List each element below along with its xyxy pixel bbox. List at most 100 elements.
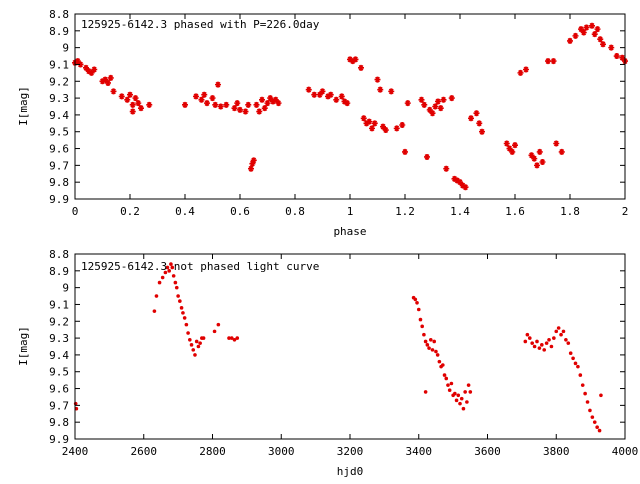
- data-point: [135, 100, 142, 107]
- data-point: [118, 93, 125, 100]
- plot-frame: [74, 253, 626, 440]
- data-point: [127, 91, 133, 98]
- data-point: [204, 100, 210, 107]
- data-point: [418, 96, 425, 103]
- data-point: [573, 361, 578, 366]
- data-point: [393, 125, 400, 132]
- data-point: [363, 120, 370, 127]
- data-point: [427, 346, 431, 350]
- y-tick-label: 9.7: [49, 399, 69, 412]
- data-point: [163, 270, 168, 275]
- data-point: [599, 393, 603, 398]
- data-point: [416, 307, 421, 312]
- x-tick-label: 4000: [612, 445, 639, 458]
- data-point: [275, 100, 282, 107]
- data-point: [264, 100, 271, 107]
- data-point: [462, 184, 469, 191]
- data-point: [425, 343, 430, 347]
- data-point: [443, 165, 450, 172]
- data-point: [429, 110, 436, 117]
- data-point: [341, 98, 348, 105]
- data-point: [531, 155, 538, 162]
- data-point: [167, 269, 171, 273]
- data-point: [88, 69, 95, 76]
- data-point: [325, 93, 331, 100]
- data-point: [256, 108, 263, 115]
- y-tick-label: 9.5: [49, 126, 69, 139]
- data-point: [432, 339, 437, 344]
- x-tick-label: 1.2: [395, 205, 415, 218]
- data-point: [132, 95, 139, 102]
- phased-data-points: [72, 22, 628, 191]
- x-tick-label: 0.4: [175, 205, 195, 218]
- y-tick-label: 8.9: [49, 25, 69, 38]
- chart-title: 125925-6142.3 phased with P=226.0day: [81, 18, 320, 31]
- data-point: [476, 120, 483, 127]
- data-point: [447, 388, 452, 393]
- data-point: [377, 86, 384, 93]
- data-point: [458, 401, 462, 406]
- data-point: [448, 95, 455, 102]
- x-tick-label: 2800: [199, 445, 226, 458]
- data-point: [461, 406, 466, 411]
- data-point: [189, 343, 194, 347]
- data-point: [454, 177, 461, 184]
- data-point: [250, 157, 257, 164]
- data-point: [179, 306, 184, 310]
- x-tick-label: 3400: [406, 445, 433, 458]
- data-point: [449, 381, 454, 386]
- data-point: [201, 336, 206, 340]
- y-tick-label: 9: [62, 42, 69, 55]
- data-point: [223, 101, 230, 108]
- data-point: [479, 128, 485, 135]
- data-point: [184, 322, 189, 327]
- data-point: [512, 142, 518, 149]
- data-point: [178, 299, 182, 303]
- data-point: [194, 339, 199, 344]
- data-point: [229, 336, 234, 340]
- data-point: [129, 108, 136, 115]
- data-point: [146, 101, 153, 108]
- data-point: [552, 336, 556, 340]
- data-point: [333, 96, 340, 103]
- data-point: [245, 101, 252, 108]
- data-point: [235, 336, 240, 340]
- data-point: [465, 400, 469, 404]
- data-point: [173, 280, 178, 285]
- data-point: [540, 343, 544, 347]
- data-point: [595, 425, 599, 430]
- data-point: [568, 351, 573, 356]
- data-point: [110, 88, 117, 95]
- data-point: [530, 341, 534, 345]
- data-point: [509, 148, 516, 155]
- data-point: [585, 400, 590, 404]
- data-point: [468, 115, 474, 122]
- data-point: [554, 329, 559, 334]
- data-point: [566, 341, 571, 345]
- y-tick-label: 9.1: [49, 298, 69, 311]
- data-point: [165, 265, 170, 270]
- data-point: [154, 294, 159, 298]
- data-point: [169, 262, 173, 266]
- data-point: [426, 106, 433, 113]
- data-point: [415, 300, 419, 305]
- data-point: [594, 26, 601, 33]
- y-tick-label: 9.6: [49, 383, 69, 396]
- data-point: [463, 390, 467, 394]
- data-point: [451, 175, 458, 182]
- data-point: [270, 98, 276, 105]
- data-point: [446, 383, 450, 387]
- data-point: [532, 344, 537, 349]
- data-point: [181, 311, 185, 315]
- data-point: [619, 54, 626, 61]
- data-point: [237, 106, 243, 113]
- data-point: [182, 316, 187, 320]
- data-point: [564, 337, 568, 342]
- unphased-light-curve-panel: 2400 2600 2800 3000 3200 3400 3600 3800 4000 8.8…: [17, 248, 638, 478]
- data-point: [444, 376, 449, 381]
- data-point: [592, 420, 597, 424]
- data-point: [437, 105, 444, 112]
- data-point: [369, 125, 375, 132]
- data-point: [107, 74, 114, 81]
- data-point: [382, 127, 389, 134]
